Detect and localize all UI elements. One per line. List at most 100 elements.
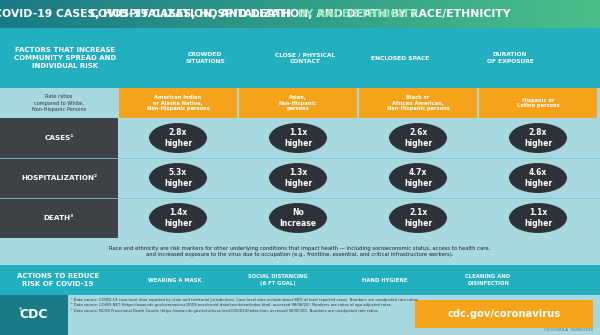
Bar — [160, 0, 163, 28]
Bar — [470, 0, 473, 28]
Bar — [176, 0, 179, 28]
Text: 2.1x
higher: 2.1x higher — [404, 208, 432, 228]
Bar — [214, 0, 217, 28]
Bar — [562, 0, 565, 28]
Bar — [344, 0, 347, 28]
Bar — [386, 0, 389, 28]
Text: ENCLOSED SPACE: ENCLOSED SPACE — [371, 56, 429, 61]
Bar — [350, 0, 353, 28]
Bar — [156, 0, 159, 28]
Bar — [418, 0, 421, 28]
Bar — [484, 0, 487, 28]
Bar — [368, 0, 371, 28]
Bar — [119, 198, 237, 238]
Bar — [282, 0, 285, 28]
Text: 1.1x
higher: 1.1x higher — [284, 128, 312, 148]
Bar — [514, 0, 517, 28]
Bar — [580, 0, 583, 28]
Bar — [296, 0, 299, 28]
Bar — [120, 0, 123, 28]
Bar — [138, 0, 141, 28]
Bar — [504, 0, 507, 28]
Bar — [412, 0, 415, 28]
Bar — [278, 0, 281, 28]
Bar — [464, 0, 467, 28]
Bar — [26, 0, 29, 28]
Bar — [28, 0, 31, 28]
Bar — [96, 0, 99, 28]
Bar — [530, 0, 533, 28]
Bar — [324, 0, 327, 28]
Bar — [264, 0, 267, 28]
Bar — [36, 0, 39, 28]
Text: Rate ratios
compared to White,
Non-Hispanic Persons: Rate ratios compared to White, Non-Hispa… — [32, 94, 86, 112]
Bar — [462, 0, 465, 28]
Bar — [438, 0, 441, 28]
Bar — [506, 0, 509, 28]
Bar — [242, 0, 245, 28]
Bar — [572, 0, 575, 28]
Bar — [552, 0, 555, 28]
Bar — [162, 0, 165, 28]
Bar — [218, 0, 221, 28]
Bar — [370, 0, 373, 28]
Bar — [200, 0, 203, 28]
Bar — [479, 158, 597, 198]
Bar — [570, 0, 573, 28]
Text: 4.7x
higher: 4.7x higher — [404, 168, 432, 188]
Bar — [326, 0, 329, 28]
Bar — [396, 0, 399, 28]
Bar — [62, 0, 65, 28]
Bar — [316, 0, 319, 28]
Bar — [380, 0, 383, 28]
Bar — [496, 0, 499, 28]
Bar — [118, 0, 121, 28]
Bar — [244, 0, 247, 28]
Bar — [526, 0, 529, 28]
Bar — [498, 0, 501, 28]
Bar — [92, 0, 95, 28]
Bar — [474, 0, 477, 28]
Bar — [0, 295, 600, 335]
Bar — [550, 0, 553, 28]
Bar — [414, 0, 417, 28]
Bar — [206, 0, 209, 28]
Bar — [152, 0, 155, 28]
Bar — [482, 0, 485, 28]
Bar — [84, 0, 87, 28]
Text: American Indian
or Alaska Native,
Non-Hispanic persons: American Indian or Alaska Native, Non-Hi… — [146, 95, 209, 111]
Ellipse shape — [389, 203, 447, 233]
Bar — [2, 0, 5, 28]
Bar — [512, 0, 515, 28]
Bar — [0, 88, 118, 118]
Bar — [436, 0, 439, 28]
Bar — [126, 0, 129, 28]
Bar — [104, 0, 107, 28]
Bar — [332, 0, 335, 28]
Bar — [194, 0, 197, 28]
Bar — [122, 0, 125, 28]
Bar — [20, 0, 23, 28]
Bar — [88, 0, 91, 28]
Bar — [430, 0, 433, 28]
Bar — [394, 0, 397, 28]
Bar — [114, 0, 117, 28]
Bar — [554, 0, 557, 28]
Bar — [382, 0, 385, 28]
Bar — [314, 0, 317, 28]
Text: 2.6x
higher: 2.6x higher — [404, 128, 432, 148]
Bar — [566, 0, 569, 28]
Text: Hispanic or
Latino persons: Hispanic or Latino persons — [517, 97, 559, 109]
Bar — [68, 0, 71, 28]
Bar — [428, 0, 431, 28]
Text: COVID-19 CASES, HOSPITALIZATION, AND DEATH: COVID-19 CASES, HOSPITALIZATION, AND DEA… — [0, 9, 295, 19]
Text: CASES¹: CASES¹ — [44, 135, 74, 141]
Bar — [210, 0, 213, 28]
Bar — [108, 0, 111, 28]
Bar — [70, 0, 73, 28]
Bar — [0, 265, 600, 295]
Text: BY RACE/ETHNICITY: BY RACE/ETHNICITY — [298, 9, 418, 19]
Bar — [80, 0, 83, 28]
Bar — [44, 0, 47, 28]
Bar — [172, 0, 175, 28]
